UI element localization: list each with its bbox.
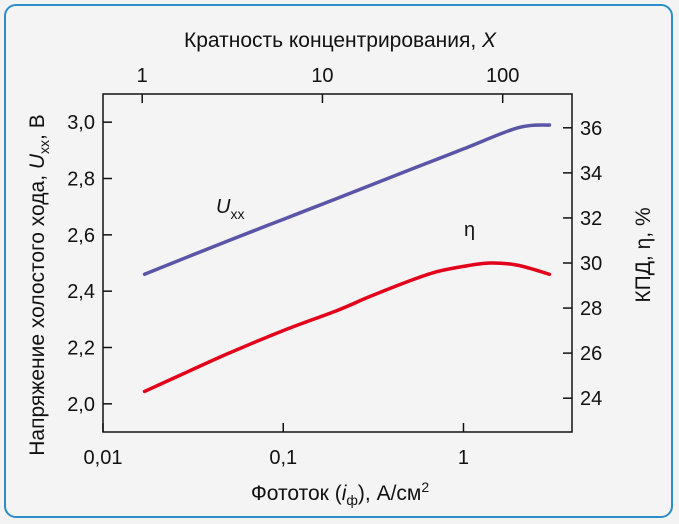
x-bottom-label-sub: ф xyxy=(346,492,358,508)
y-left-label-suffix: , В xyxy=(26,114,49,140)
y-left-tick-label: 2,6 xyxy=(67,225,95,247)
x-top-label: Кратность концентрирования, X xyxy=(184,29,497,52)
y-left-tick-label: 2,0 xyxy=(67,394,95,416)
x-bottom-tick-label: 0,1 xyxy=(269,447,297,469)
y-right-tick-label: 26 xyxy=(580,343,602,365)
x-bottom-label: Фототок (iф), А/см2 xyxy=(251,479,430,508)
x-bottom-label-var: i xyxy=(342,482,348,505)
y-right-tick-label: 30 xyxy=(580,253,602,275)
y-left-label: Напряжение холостого хода, Uхх, В xyxy=(26,114,52,455)
y-right-tick-label: 24 xyxy=(580,388,602,410)
y-left-tick-label: 2,2 xyxy=(67,338,95,360)
x-bottom-label-suffix: ), А/см xyxy=(358,482,421,505)
y-right-tick-label: 32 xyxy=(580,208,602,230)
x-bottom-tick-label: 0,01 xyxy=(84,447,123,469)
x-top-tick-label: 10 xyxy=(311,65,333,87)
series-label-u-var: U xyxy=(216,196,231,218)
y-left-label-sub: хх xyxy=(36,140,52,154)
y-right-tick-label: 34 xyxy=(580,163,602,185)
series-label-u: Uхх xyxy=(216,196,244,222)
series-label-u-sub: хх xyxy=(230,206,244,222)
y-right-label: КПД, η, % xyxy=(632,207,655,302)
x-top-tick-label: 1 xyxy=(137,65,148,87)
y-left-label-text: Напряжение холостого хода, xyxy=(26,169,49,456)
x-top-label-var: X xyxy=(481,29,497,52)
x-top-tick-label: 100 xyxy=(486,65,519,87)
y-right-tick-label: 36 xyxy=(580,118,602,140)
x-bottom-label-prefix: Фототок ( xyxy=(251,482,342,505)
series-line-0 xyxy=(142,123,552,277)
series-label-eta: η xyxy=(464,219,475,241)
y-left-label-var: U xyxy=(26,153,49,169)
y-right-tick-label: 28 xyxy=(580,298,602,320)
x-bottom-label-sup: 2 xyxy=(421,479,429,495)
y-left-tick-label: 2,4 xyxy=(67,281,95,303)
y-left-tick-label: 3,0 xyxy=(67,112,95,134)
y-left-tick-label: 2,8 xyxy=(67,169,95,191)
x-bottom-tick-label: 1 xyxy=(458,447,469,469)
x-top-label-text: Кратность концентрирования, xyxy=(184,29,482,52)
series-line-1 xyxy=(142,261,552,394)
